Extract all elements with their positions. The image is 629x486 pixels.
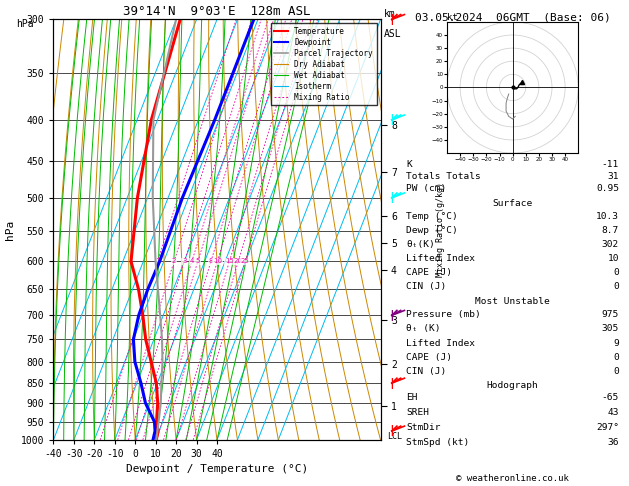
Text: 03.05.2024  06GMT  (Base: 06): 03.05.2024 06GMT (Base: 06) [415, 12, 611, 22]
Text: Temp (°C): Temp (°C) [406, 212, 458, 221]
Text: |: | [389, 425, 395, 436]
Text: Surface: Surface [493, 199, 533, 208]
Text: 10: 10 [608, 254, 619, 263]
Text: kt: kt [447, 13, 458, 22]
Text: -65: -65 [602, 393, 619, 402]
Text: SREH: SREH [406, 408, 429, 417]
Text: 3: 3 [182, 259, 187, 264]
X-axis label: Dewpoint / Temperature (°C): Dewpoint / Temperature (°C) [126, 465, 308, 474]
Text: 43: 43 [608, 408, 619, 417]
Text: 20: 20 [234, 259, 243, 264]
Text: 31: 31 [608, 172, 619, 181]
Text: 10: 10 [213, 259, 222, 264]
Text: |: | [389, 192, 395, 203]
Text: 8.7: 8.7 [602, 226, 619, 235]
Text: 36: 36 [608, 438, 619, 447]
Text: 4: 4 [189, 259, 194, 264]
Text: 0: 0 [613, 353, 619, 362]
Text: 0: 0 [613, 282, 619, 292]
Text: 25: 25 [241, 259, 250, 264]
Text: 10.3: 10.3 [596, 212, 619, 221]
Text: CIN (J): CIN (J) [406, 282, 447, 292]
Text: 1: 1 [155, 259, 160, 264]
Text: Dewp (°C): Dewp (°C) [406, 226, 458, 235]
Text: Lifted Index: Lifted Index [406, 339, 475, 347]
Text: LCL: LCL [387, 432, 402, 441]
Text: 15: 15 [225, 259, 234, 264]
Y-axis label: Mixing Ratio (g/kg): Mixing Ratio (g/kg) [436, 182, 445, 277]
Text: PW (cm): PW (cm) [406, 184, 447, 193]
Text: Most Unstable: Most Unstable [476, 297, 550, 306]
Text: StmDir: StmDir [406, 423, 441, 432]
Text: 0: 0 [613, 367, 619, 376]
Text: Hodograph: Hodograph [487, 382, 538, 390]
Text: 0: 0 [613, 268, 619, 278]
Text: Lifted Index: Lifted Index [406, 254, 475, 263]
Text: Totals Totals: Totals Totals [406, 172, 481, 181]
Text: 302: 302 [602, 240, 619, 249]
Text: 305: 305 [602, 324, 619, 333]
Text: CAPE (J): CAPE (J) [406, 353, 452, 362]
Text: © weatheronline.co.uk: © weatheronline.co.uk [456, 474, 569, 483]
Text: ASL: ASL [384, 29, 401, 39]
Text: 2: 2 [172, 259, 176, 264]
Text: |: | [389, 14, 395, 25]
Text: |: | [389, 310, 395, 321]
Title: 39°14'N  9°03'E  128m ASL: 39°14'N 9°03'E 128m ASL [123, 5, 311, 18]
Text: km: km [384, 9, 396, 19]
Text: |: | [389, 114, 395, 125]
Text: 5: 5 [196, 259, 200, 264]
Text: θₜ(K): θₜ(K) [406, 240, 435, 249]
Text: |: | [389, 378, 395, 389]
Text: EH: EH [406, 393, 418, 402]
Text: StmSpd (kt): StmSpd (kt) [406, 438, 469, 447]
Text: CIN (J): CIN (J) [406, 367, 447, 376]
Text: 8: 8 [209, 259, 213, 264]
Text: CAPE (J): CAPE (J) [406, 268, 452, 278]
Legend: Temperature, Dewpoint, Parcel Trajectory, Dry Adiabat, Wet Adiabat, Isotherm, Mi: Temperature, Dewpoint, Parcel Trajectory… [270, 23, 377, 105]
Text: 0.95: 0.95 [596, 184, 619, 193]
Text: 297°: 297° [596, 423, 619, 432]
Text: Pressure (mb): Pressure (mb) [406, 310, 481, 319]
Text: K: K [406, 159, 412, 169]
Text: -11: -11 [602, 159, 619, 169]
Text: θₜ (K): θₜ (K) [406, 324, 441, 333]
Text: 9: 9 [613, 339, 619, 347]
Text: hPa: hPa [16, 19, 33, 30]
Text: 975: 975 [602, 310, 619, 319]
Y-axis label: hPa: hPa [6, 220, 15, 240]
